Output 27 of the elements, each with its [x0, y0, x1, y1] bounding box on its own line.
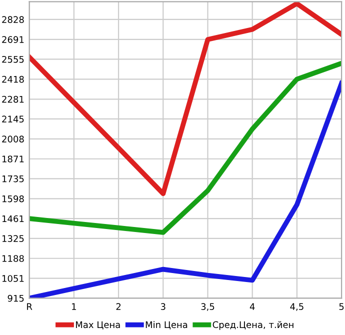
x-tick-label: 3,5: [201, 303, 214, 311]
legend-label: Сред.Цена, т.йен: [212, 321, 294, 330]
y-tick-label: 915: [8, 294, 24, 302]
x-tick-label: 3: [160, 303, 166, 310]
x-tick-label: 4,5: [290, 303, 304, 311]
y-tick-label: 2555: [2, 56, 24, 63]
y-tick-label: 2281: [2, 96, 24, 103]
y-tick-label: 1461: [2, 215, 24, 222]
y-tick-label: 2008: [2, 136, 24, 142]
x-tick-label: 5: [339, 303, 344, 310]
y-tick-label: 1051: [2, 275, 24, 282]
y-tick-label: 2691: [2, 36, 24, 43]
line-series: [29, 60, 342, 235]
x-tick-label: 1: [72, 303, 76, 310]
legend-label: Max Цена: [76, 321, 120, 330]
x-tick-label: R: [27, 303, 32, 310]
x-tick-label: 4: [250, 303, 255, 310]
y-tick-label: 2418: [2, 76, 24, 83]
y-tick-label: 1188: [2, 255, 24, 262]
legend-label: Min Цена: [146, 321, 188, 330]
y-tick-label: 1871: [2, 156, 24, 162]
y-tick-label: 1735: [2, 175, 24, 182]
y-tick-label: 2828: [2, 16, 24, 24]
y-tick-label: 2145: [2, 116, 24, 123]
y-tick-label: 1598: [2, 195, 24, 202]
x-tick-label: 2: [116, 303, 120, 310]
y-tick-label: 1325: [2, 235, 24, 242]
